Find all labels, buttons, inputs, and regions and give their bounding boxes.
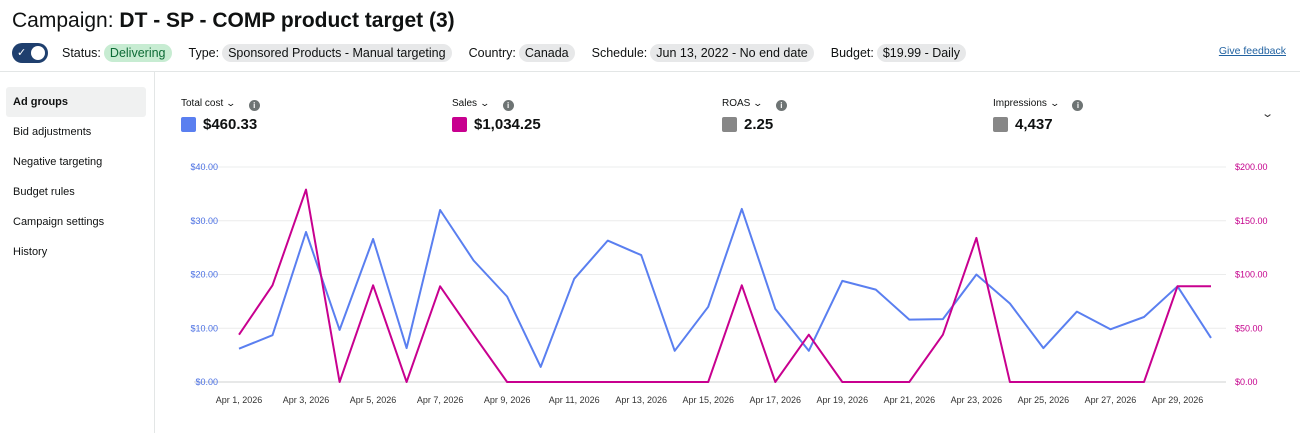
status-label: Status: xyxy=(62,46,101,60)
sidebar-item-budget-rules[interactable]: Budget rules xyxy=(13,186,75,198)
status-badge: Delivering xyxy=(103,44,172,62)
schedule-field: Schedule: Jun 13, 2022 - No end date xyxy=(592,44,814,62)
x-tick-label: Apr 7, 2026 xyxy=(417,395,464,405)
metric-value: $460.33 xyxy=(203,116,258,133)
metric-value: $1,034.25 xyxy=(474,116,541,133)
series-line-total-cost xyxy=(238,207,1212,368)
series-color-swatch[interactable] xyxy=(452,117,467,132)
x-tick-label: Apr 19, 2026 xyxy=(817,395,869,405)
metric-selector-sales[interactable]: Sales ⌄ xyxy=(452,98,491,109)
metric-label: Impressions xyxy=(993,98,1047,109)
x-tick-label: Apr 29, 2026 xyxy=(1152,395,1204,405)
budget-label: Budget: xyxy=(830,46,874,60)
series-color-swatch[interactable] xyxy=(993,117,1008,132)
y-right-tick-label: $50.00 xyxy=(1235,323,1263,333)
schedule-badge: Jun 13, 2022 - No end date xyxy=(650,44,814,62)
x-tick-label: Apr 5, 2026 xyxy=(350,395,397,405)
x-tick-label: Apr 9, 2026 xyxy=(484,395,531,405)
type-field: Type: Sponsored Products - Manual target… xyxy=(189,44,452,62)
sidebar-item-campaign-settings[interactable]: Campaign settings xyxy=(13,216,105,228)
x-tick-label: Apr 17, 2026 xyxy=(750,395,802,405)
metric-total-cost: Total cost ⌄ i $460.33 xyxy=(181,96,260,133)
x-tick-label: Apr 23, 2026 xyxy=(951,395,1003,405)
y-left-tick-label: $30.00 xyxy=(190,216,218,226)
x-tick-label: Apr 13, 2026 xyxy=(615,395,667,405)
series-line-sales xyxy=(238,188,1211,383)
metric-label: Total cost xyxy=(181,98,224,109)
title-prefix: Campaign: xyxy=(12,9,114,32)
sidebar-nav: Ad groups Bid adjustments Negative targe… xyxy=(6,87,146,267)
metric-sales: Sales ⌄ i $1,034.25 xyxy=(452,96,541,133)
x-tick-label: Apr 25, 2026 xyxy=(1018,395,1070,405)
status-field: Status: Delivering xyxy=(62,44,172,62)
type-badge: Sponsored Products - Manual targeting xyxy=(222,44,452,62)
info-icon[interactable]: i xyxy=(775,100,787,111)
y-right-tick-label: $150.00 xyxy=(1235,216,1268,226)
campaign-name: DT - SP - COMP product target (3) xyxy=(119,9,455,32)
x-tick-label: Apr 11, 2026 xyxy=(549,395,600,405)
metric-label: Sales xyxy=(452,98,478,109)
sidebar-item-negative-targeting[interactable]: Negative targeting xyxy=(13,156,103,168)
campaign-status-bar: ✓ Status: Delivering Type: Sponsored Pro… xyxy=(12,42,983,64)
sidebar-item-bid-adjustments[interactable]: Bid adjustments xyxy=(13,126,92,138)
chevron-down-icon: ⌄ xyxy=(225,98,237,108)
toggle-knob xyxy=(31,46,45,60)
country-label: Country: xyxy=(468,46,516,60)
x-tick-label: Apr 3, 2026 xyxy=(283,395,330,405)
metric-selector-impressions[interactable]: Impressions ⌄ xyxy=(993,98,1060,109)
header-divider xyxy=(0,71,1300,72)
x-tick-label: Apr 27, 2026 xyxy=(1085,395,1137,405)
y-left-tick-label: $40.00 xyxy=(190,162,218,172)
budget-field: Budget: $19.99 - Daily xyxy=(831,44,966,62)
y-right-tick-label: $100.00 xyxy=(1235,270,1268,280)
x-tick-label: Apr 15, 2026 xyxy=(682,395,734,405)
schedule-label: Schedule: xyxy=(591,46,648,60)
sidebar-item-ad-groups[interactable]: Ad groups xyxy=(6,87,146,117)
metric-roas: ROAS ⌄ i 2.25 xyxy=(722,96,787,133)
campaign-title: Campaign: DT - SP - COMP product target … xyxy=(12,8,455,34)
metric-selector-roas[interactable]: ROAS ⌄ xyxy=(722,98,764,109)
y-right-tick-label: $200.00 xyxy=(1235,162,1268,172)
country-badge: Canada xyxy=(518,44,575,62)
metric-selector-total-cost[interactable]: Total cost ⌄ xyxy=(181,98,237,109)
give-feedback-link[interactable]: Give feedback xyxy=(1218,45,1286,57)
collapse-chart-chevron-icon[interactable]: ⌄ xyxy=(1261,108,1275,120)
info-icon[interactable]: i xyxy=(1072,100,1084,111)
x-tick-label: Apr 21, 2026 xyxy=(884,395,936,405)
sidebar-divider xyxy=(154,72,155,433)
chevron-down-icon: ⌄ xyxy=(479,98,491,108)
series-color-swatch[interactable] xyxy=(181,117,196,132)
metric-label: ROAS xyxy=(722,98,751,109)
check-icon: ✓ xyxy=(17,47,27,59)
x-tick-label: Apr 1, 2026 xyxy=(216,395,263,405)
y-right-tick-label: $0.00 xyxy=(1235,377,1258,387)
metric-value: 4,437 xyxy=(1015,116,1053,133)
metric-impressions: Impressions ⌄ i 4,437 xyxy=(993,96,1084,133)
y-left-tick-label: $20.00 xyxy=(190,270,218,280)
sidebar-item-history[interactable]: History xyxy=(13,246,48,258)
metric-value: 2.25 xyxy=(744,116,774,133)
y-left-tick-label: $10.00 xyxy=(190,323,218,333)
chevron-down-icon: ⌄ xyxy=(752,98,764,108)
y-left-tick-label: $0.00 xyxy=(195,377,218,387)
chevron-down-icon: ⌄ xyxy=(1049,98,1060,108)
campaign-enable-toggle[interactable]: ✓ xyxy=(12,43,48,63)
info-icon[interactable]: i xyxy=(248,100,260,111)
info-icon[interactable]: i xyxy=(502,100,514,111)
budget-badge: $19.99 - Daily xyxy=(876,44,966,62)
country-field: Country: Canada xyxy=(469,44,575,62)
type-label: Type: xyxy=(188,46,220,60)
series-color-swatch[interactable] xyxy=(722,117,737,132)
